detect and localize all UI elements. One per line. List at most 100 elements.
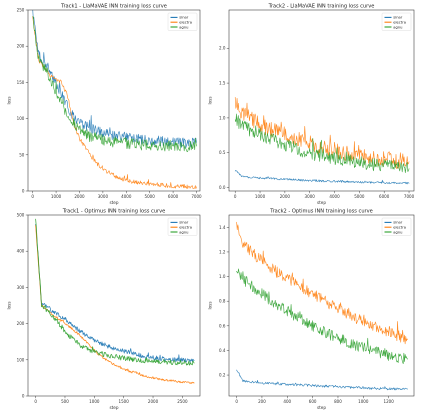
- series-line-agnu: [35, 218, 195, 366]
- y-axis-label: loss: [7, 301, 12, 309]
- x-tick-label: 3000: [305, 194, 316, 199]
- y-tick-label: 0: [22, 188, 25, 193]
- y-tick-label: 0.5: [219, 150, 226, 155]
- y-tick-label: 250: [17, 7, 25, 12]
- series-line-agnu: [32, 16, 197, 153]
- legend-label-agnu: agnu: [393, 230, 402, 234]
- series-line-sinar: [234, 169, 410, 185]
- x-tick-label: 1000: [255, 194, 266, 199]
- series-line-electra: [234, 97, 410, 170]
- series-line-sinar: [32, 10, 197, 148]
- chart-panel-4: Track2 - Optimus INN training loss curve…: [208, 209, 415, 410]
- legend-label-agnu: agnu: [393, 25, 402, 29]
- x-tick-label: 1000: [51, 194, 62, 199]
- y-tick-label: 0.2: [219, 373, 226, 378]
- legend-label-electra: electra: [393, 226, 406, 230]
- x-tick-label: 4000: [329, 194, 340, 199]
- x-tick-label: 2500: [177, 399, 188, 404]
- y-tick-label: 500: [17, 212, 25, 217]
- x-tick-label: 5000: [354, 194, 365, 199]
- y-tick-label: 1.0: [219, 274, 226, 279]
- legend-label-sinar: sinar: [179, 16, 188, 20]
- x-axis-label: step: [109, 200, 118, 205]
- y-axis-label: loss: [7, 96, 12, 104]
- x-tick-label: 2000: [148, 399, 159, 404]
- x-tick-label: 2000: [74, 194, 85, 199]
- y-axis-label: loss: [208, 301, 213, 309]
- x-tick-label: 6000: [379, 194, 390, 199]
- series-lines: [234, 97, 410, 185]
- x-tick-label: 1000: [358, 399, 369, 404]
- legend-label-sinar: sinar: [179, 221, 188, 225]
- chart-title: Track2 - Optimus INN training loss curve: [269, 209, 373, 215]
- y-tick-label: 1.4: [219, 225, 226, 230]
- y-tick-label: 0.0: [219, 185, 226, 190]
- x-tick-label: 600: [309, 399, 317, 404]
- series-line-electra: [32, 16, 197, 189]
- x-axis-label: step: [317, 405, 326, 410]
- x-axis-label: step: [317, 200, 326, 205]
- y-tick-label: 400: [17, 249, 25, 254]
- series-line-agnu: [236, 268, 408, 365]
- x-tick-label: 800: [334, 399, 342, 404]
- chart-title: Track1 - LlaMaVAE INN training loss curv…: [60, 4, 167, 10]
- legend-label-sinar: sinar: [393, 221, 402, 225]
- series-line-agnu: [234, 113, 410, 173]
- y-axis-label: loss: [208, 96, 213, 104]
- series-line-sinar: [35, 223, 195, 363]
- y-tick-label: 200: [17, 321, 25, 326]
- x-tick-label: 0: [234, 194, 237, 199]
- legend-label-electra: electra: [179, 226, 192, 230]
- axes-frame: [27, 214, 201, 397]
- x-tick-label: 2000: [280, 194, 291, 199]
- x-tick-label: 6000: [168, 194, 179, 199]
- x-tick-label: 0: [31, 194, 34, 199]
- y-tick-label: 100: [17, 116, 25, 121]
- axes-frame: [228, 9, 415, 192]
- x-tick-label: 7000: [191, 194, 202, 199]
- x-tick-label: 3000: [98, 194, 109, 199]
- x-tick-label: 400: [283, 399, 291, 404]
- x-tick-label: 4000: [121, 194, 132, 199]
- x-tick-label: 5000: [145, 194, 156, 199]
- legend-label-electra: electra: [179, 21, 192, 25]
- chart-title: Track1 - Optimus INN training loss curve: [62, 209, 166, 215]
- x-tick-label: 200: [258, 399, 266, 404]
- axes-frame: [27, 9, 201, 192]
- chart-panel-2: Track2 - LlaMaVAE INN training loss curv…: [208, 4, 415, 205]
- chart-panel-3: Track1 - Optimus INN training loss curve…: [7, 209, 201, 410]
- y-tick-label: 1.5: [219, 81, 226, 86]
- y-tick-label: 150: [17, 80, 25, 85]
- series-lines: [236, 221, 408, 391]
- x-axis-label: step: [109, 405, 118, 410]
- y-tick-label: 1.2: [219, 249, 226, 254]
- y-tick-label: 100: [17, 357, 25, 362]
- x-tick-label: 1500: [119, 399, 130, 404]
- x-tick-label: 1200: [384, 399, 395, 404]
- series-lines: [32, 10, 197, 189]
- x-tick-label: 500: [61, 399, 69, 404]
- y-tick-label: 0.4: [219, 348, 226, 353]
- legend-label-agnu: agnu: [179, 230, 188, 234]
- y-tick-label: 200: [17, 44, 25, 49]
- x-tick-label: 7000: [404, 194, 415, 199]
- series-line-sinar: [236, 369, 408, 391]
- x-tick-label: 1000: [89, 399, 100, 404]
- series-line-electra: [35, 225, 195, 385]
- y-tick-label: 0.8: [219, 299, 226, 304]
- series-lines: [35, 218, 195, 385]
- y-tick-label: 0: [22, 393, 25, 398]
- y-tick-label: 300: [17, 285, 25, 290]
- x-tick-label: 0: [34, 399, 37, 404]
- chart-title: Track2 - LlaMaVAE INN training loss curv…: [268, 4, 375, 10]
- x-tick-label: 0: [235, 399, 238, 404]
- y-tick-label: 0.6: [219, 323, 226, 328]
- y-tick-label: 2.0: [219, 46, 226, 51]
- legend-label-sinar: sinar: [393, 16, 402, 20]
- axes-frame: [228, 214, 415, 397]
- y-tick-label: 50: [19, 152, 25, 157]
